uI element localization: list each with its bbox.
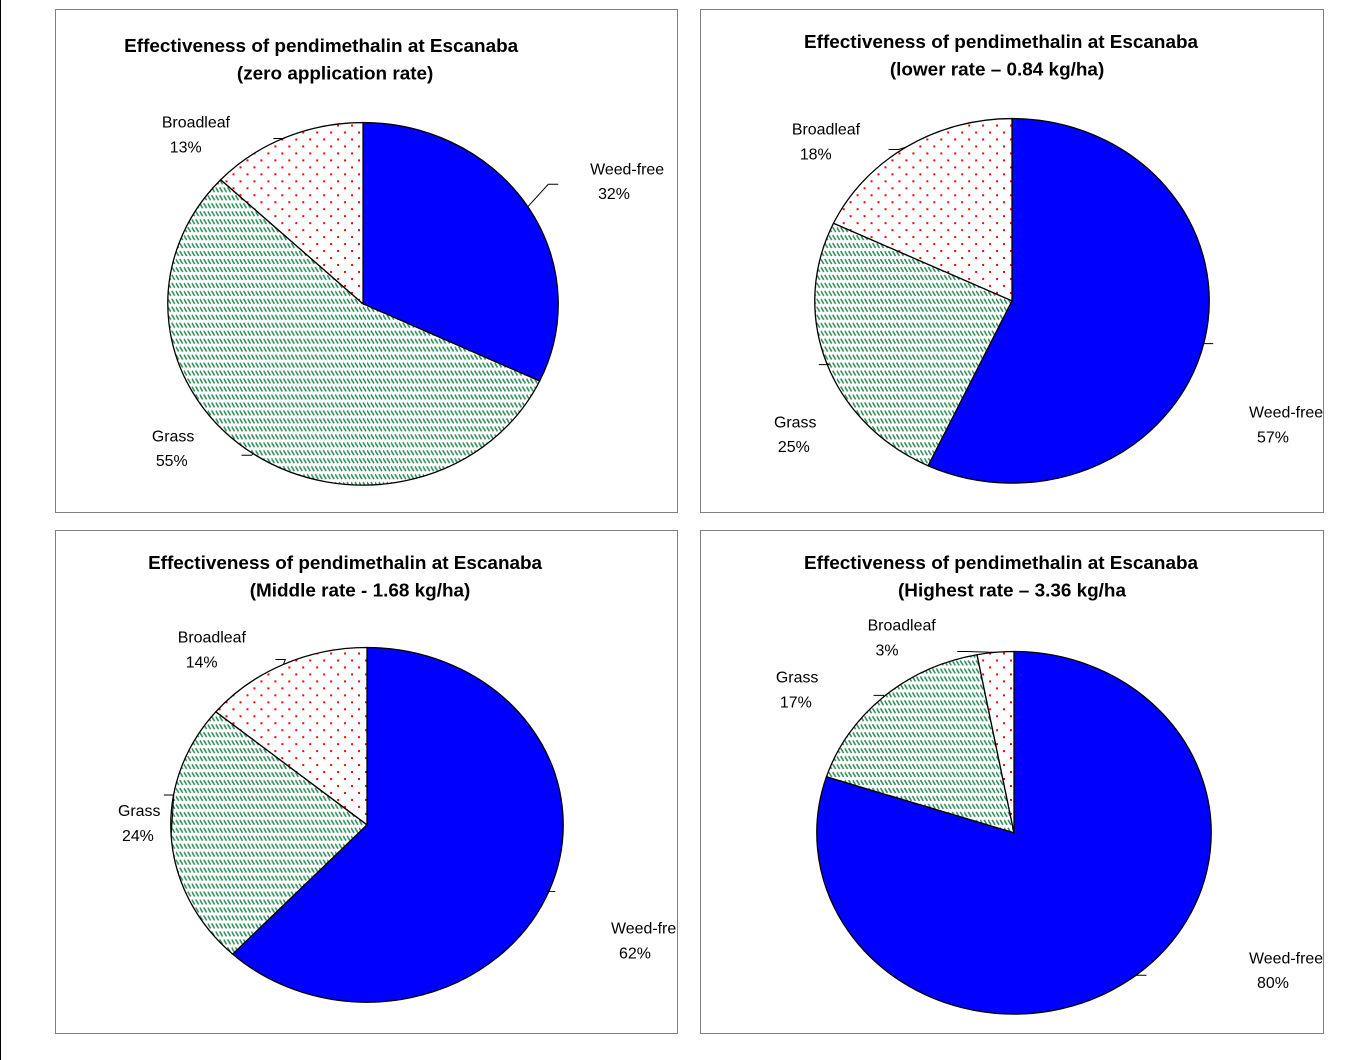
- slice-value-grass: 17%: [780, 694, 812, 711]
- slice-labels: Weed-free 62% Grass 24% Broadleaf 14%: [118, 630, 677, 963]
- chart-subtitle: (lower rate – 0.84 kg/ha): [890, 60, 1104, 81]
- slice-label-broadleaf: Broadleaf: [162, 115, 231, 132]
- chart-panel-highest-rate: Effectiveness of pendimethalin at Escana…: [700, 530, 1324, 1034]
- slice-grass: [825, 653, 1015, 834]
- leader-line-broadleaf: [275, 658, 287, 665]
- slice-value-broadleaf: 14%: [186, 654, 218, 671]
- leader-lines: [873, 651, 1147, 980]
- pie-chart-lower-rate: Effectiveness of pendimethalin at Escana…: [774, 32, 1323, 484]
- slice-labels: Weed-free 80% Grass 17% Broadleaf 3%: [776, 618, 1323, 993]
- slice-value-broadleaf: 18%: [800, 146, 832, 163]
- slice-label-broadleaf: Broadleaf: [178, 630, 247, 647]
- leader-line-grass: [241, 453, 254, 456]
- slice-value-grass: 55%: [156, 453, 188, 470]
- chart-subtitle: (Highest rate – 3.36 kg/ha: [898, 581, 1126, 602]
- slice-value-weed-free: 80%: [1257, 975, 1289, 992]
- chart-title: Effectiveness of pendimethalin at Escana…: [804, 32, 1198, 53]
- slice-label-broadleaf: Broadleaf: [792, 122, 861, 139]
- slice-labels: Weed-free 57% Grass 25% Broadleaf 18%: [774, 122, 1323, 457]
- pie-slices: [814, 117, 1210, 484]
- leader-line-broadleaf: [888, 146, 907, 150]
- leader-line-grass: [873, 694, 885, 697]
- leader-line-weed-free: [1202, 340, 1214, 345]
- chart-subtitle: (zero application rate): [237, 64, 433, 85]
- slice-broadleaf: [832, 117, 1013, 302]
- leader-line-grass: [163, 794, 175, 837]
- leader-lines: [163, 658, 556, 893]
- slice-value-broadleaf: 3%: [876, 643, 899, 660]
- slice-value-weed-free: 32%: [598, 186, 630, 203]
- leader-line-broadleaf: [957, 651, 996, 653]
- chart-title: Effectiveness of pendimethalin at Escana…: [124, 36, 518, 57]
- leader-line-broadleaf: [273, 137, 286, 139]
- slice-label-broadleaf: Broadleaf: [868, 618, 937, 635]
- slice-grass: [167, 178, 541, 486]
- slice-label-grass: Grass: [776, 669, 819, 686]
- pie-slices: [816, 650, 1212, 1015]
- pie-slices: [170, 646, 564, 1003]
- leader-line-weed-free: [545, 889, 556, 893]
- slice-labels: Weed-free 32% Grass 55% Broadleaf 13%: [152, 115, 664, 471]
- slice-label-grass: Grass: [118, 803, 161, 820]
- chart-panel-zero-rate: Effectiveness of pendimethalin at Escana…: [55, 9, 678, 513]
- slice-label-weed-free: Weed-free: [590, 161, 664, 178]
- chart-title: Effectiveness of pendimethalin at Escana…: [148, 553, 542, 574]
- chart-panel-lower-rate: Effectiveness of pendimethalin at Escana…: [700, 9, 1324, 513]
- slice-label-weed-free: Weed-free: [1249, 404, 1323, 421]
- slice-value-weed-free: 62%: [619, 945, 651, 962]
- chart-title: Effectiveness of pendimethalin at Escana…: [804, 553, 1198, 574]
- leader-line-grass: [818, 362, 831, 366]
- leader-lines: [818, 146, 1214, 366]
- slice-label-grass: Grass: [774, 414, 817, 431]
- pie-chart-highest-rate: Effectiveness of pendimethalin at Escana…: [776, 553, 1323, 1015]
- pie-chart-zero-rate: Effectiveness of pendimethalin at Escana…: [124, 36, 664, 486]
- slice-label-grass: Grass: [152, 428, 195, 445]
- slice-value-grass: 24%: [122, 828, 154, 845]
- pie-chart-middle-rate: Effectiveness of pendimethalin at Escana…: [118, 553, 677, 1003]
- leader-line-weed-free: [1129, 974, 1147, 980]
- chart-panel-middle-rate: Effectiveness of pendimethalin at Escana…: [55, 530, 678, 1034]
- pie-slices: [167, 121, 559, 486]
- slice-value-broadleaf: 13%: [170, 139, 202, 156]
- leader-line-weed-free: [527, 183, 559, 208]
- slice-broadleaf: [214, 646, 368, 827]
- slice-value-grass: 25%: [778, 439, 810, 456]
- leader-lines: [241, 137, 559, 456]
- chart-subtitle: (Middle rate - 1.68 kg/ha): [250, 581, 471, 602]
- slice-label-weed-free: Weed-free: [611, 920, 677, 937]
- slice-value-weed-free: 57%: [1257, 429, 1289, 446]
- slice-label-weed-free: Weed-free: [1249, 950, 1323, 967]
